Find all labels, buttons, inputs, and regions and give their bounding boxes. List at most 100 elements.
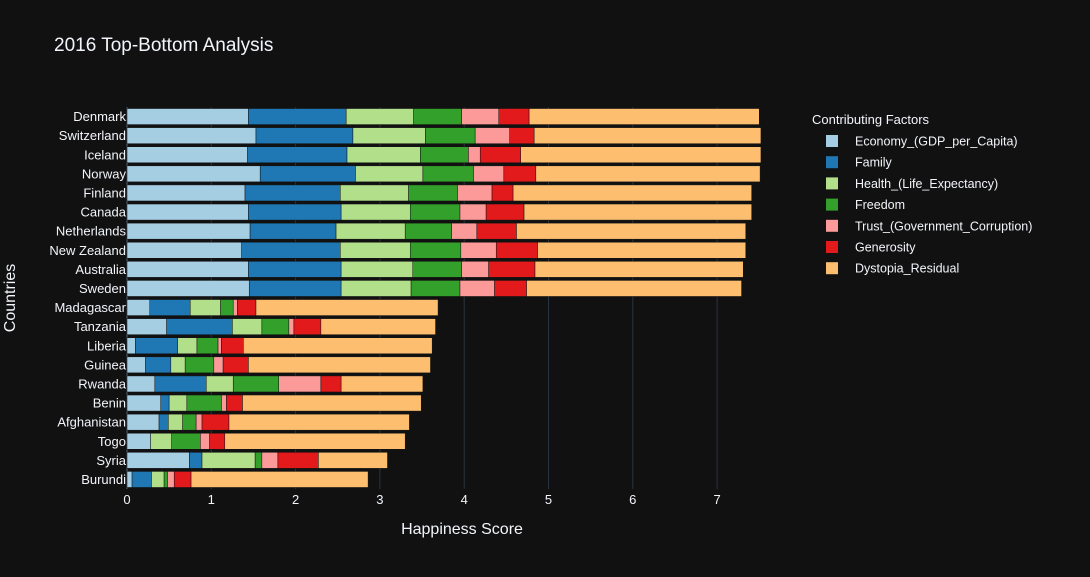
bar-segment[interactable] [126, 184, 246, 202]
bar-segment[interactable] [184, 356, 215, 374]
bar-segment[interactable] [491, 184, 514, 202]
bar-segment[interactable] [459, 203, 487, 221]
bar-segment[interactable] [186, 394, 222, 412]
bar-segment[interactable] [410, 280, 461, 297]
bar-segment[interactable] [503, 165, 537, 183]
bar-segment[interactable] [126, 127, 257, 144]
bar-segment[interactable] [221, 337, 244, 355]
bar-segment[interactable] [420, 146, 469, 164]
bar-segment[interactable] [189, 452, 203, 469]
bar-segment[interactable] [509, 127, 535, 144]
bar-segment[interactable] [126, 337, 136, 355]
bar-segment[interactable] [255, 127, 354, 144]
bar-segment[interactable] [318, 452, 388, 469]
bar-segment[interactable] [479, 146, 521, 164]
legend-items[interactable]: Economy_(GDP_per_Capita) Family Health_(Li… [826, 135, 1032, 276]
legend-item[interactable]: Freedom [826, 198, 905, 212]
bar-segment[interactable] [145, 356, 172, 374]
bar-segment[interactable] [340, 261, 414, 278]
bar-segment[interactable] [135, 337, 178, 355]
bar-segment[interactable] [232, 318, 263, 335]
bar-segment[interactable] [255, 299, 439, 316]
bar-segment[interactable] [213, 356, 224, 374]
legend-item[interactable]: Dystopia_Residual [826, 262, 959, 276]
bar-segment[interactable] [232, 299, 238, 316]
bar-segment[interactable] [126, 394, 161, 412]
bar-segment[interactable] [222, 356, 249, 374]
bar-segment[interactable] [160, 394, 170, 412]
bar-segment[interactable] [352, 127, 426, 144]
bar-segment[interactable] [195, 413, 203, 431]
bar-segment[interactable] [237, 299, 257, 316]
bar-segment[interactable] [249, 222, 337, 240]
bar-segment[interactable] [533, 127, 762, 144]
bar-segment[interactable] [154, 375, 207, 393]
bar-segment[interactable] [248, 203, 342, 221]
bar-segment[interactable] [224, 432, 406, 450]
bar-segment[interactable] [461, 108, 500, 125]
bar-segment[interactable] [261, 318, 290, 335]
bar-segment[interactable] [451, 222, 478, 240]
bar-segment[interactable] [126, 375, 156, 393]
bar-segment[interactable] [226, 394, 243, 412]
bar-segment[interactable] [346, 146, 421, 164]
bar-segment[interactable] [158, 413, 169, 431]
bar-segment[interactable] [523, 203, 752, 221]
bar-segment[interactable] [534, 261, 744, 278]
bar-segment[interactable] [488, 261, 536, 278]
bar-segment[interactable] [205, 375, 234, 393]
legend-item[interactable]: Economy_(GDP_per_Capita) [826, 135, 1018, 149]
bar-segment[interactable] [244, 184, 341, 202]
bar-segment[interactable] [242, 394, 422, 412]
bar-segment[interactable] [460, 241, 497, 259]
bar-segment[interactable] [126, 241, 242, 259]
legend-item[interactable]: Family [826, 156, 893, 170]
bar-segment[interactable] [126, 299, 151, 316]
bar-segment[interactable] [168, 394, 188, 412]
bar-segment[interactable] [131, 471, 152, 488]
bar-segment[interactable] [340, 241, 411, 259]
bar-segment[interactable] [150, 432, 172, 450]
bar-segment[interactable] [425, 127, 476, 144]
bar-segment[interactable] [320, 318, 436, 335]
bar-segment[interactable] [201, 452, 256, 469]
bar-segment[interactable] [243, 337, 433, 355]
bar-segment[interactable] [232, 375, 279, 393]
bar-segment[interactable] [408, 184, 458, 202]
bar-segment[interactable] [126, 413, 160, 431]
bar-segment[interactable] [498, 108, 530, 125]
bar-segment[interactable] [495, 241, 538, 259]
bar-segment[interactable] [248, 261, 342, 278]
bar-segment[interactable] [190, 471, 369, 488]
bar-segment[interactable] [126, 318, 167, 335]
legend-item[interactable]: Generosity [826, 241, 916, 255]
bar-segment[interactable] [288, 318, 295, 335]
bar-segment[interactable] [512, 184, 752, 202]
bar-segment[interactable] [221, 394, 227, 412]
bar-segment[interactable] [170, 356, 186, 374]
bar-segment[interactable] [168, 413, 183, 431]
bar-segment[interactable] [468, 146, 481, 164]
bar-segment[interactable] [404, 222, 452, 240]
legend-item[interactable]: Trust_(Government_Corruption) [826, 219, 1032, 233]
bar-segment[interactable] [209, 432, 226, 450]
bar-segment[interactable] [126, 222, 251, 240]
bar-segment[interactable] [248, 108, 347, 125]
bar-segment[interactable] [126, 432, 151, 450]
bar-segment[interactable] [516, 222, 747, 240]
bar-segment[interactable] [474, 127, 510, 144]
bar-segment[interactable] [177, 337, 198, 355]
bar-segment[interactable] [494, 280, 527, 297]
bar-segment[interactable] [217, 337, 222, 355]
bar-segment[interactable] [476, 222, 517, 240]
legend[interactable]: Contributing Factors Economy_(GDP_per_Ca… [812, 112, 1032, 276]
bar-segment[interactable] [126, 452, 190, 469]
bar-segment[interactable] [422, 165, 474, 183]
bar-segment[interactable] [278, 375, 322, 393]
bar-segment[interactable] [340, 184, 409, 202]
bar-segment[interactable] [126, 471, 133, 488]
bar-segment[interactable] [149, 299, 191, 316]
bar-segment[interactable] [151, 471, 165, 488]
bar-segment[interactable] [126, 108, 249, 125]
bar-segment[interactable] [409, 241, 462, 259]
